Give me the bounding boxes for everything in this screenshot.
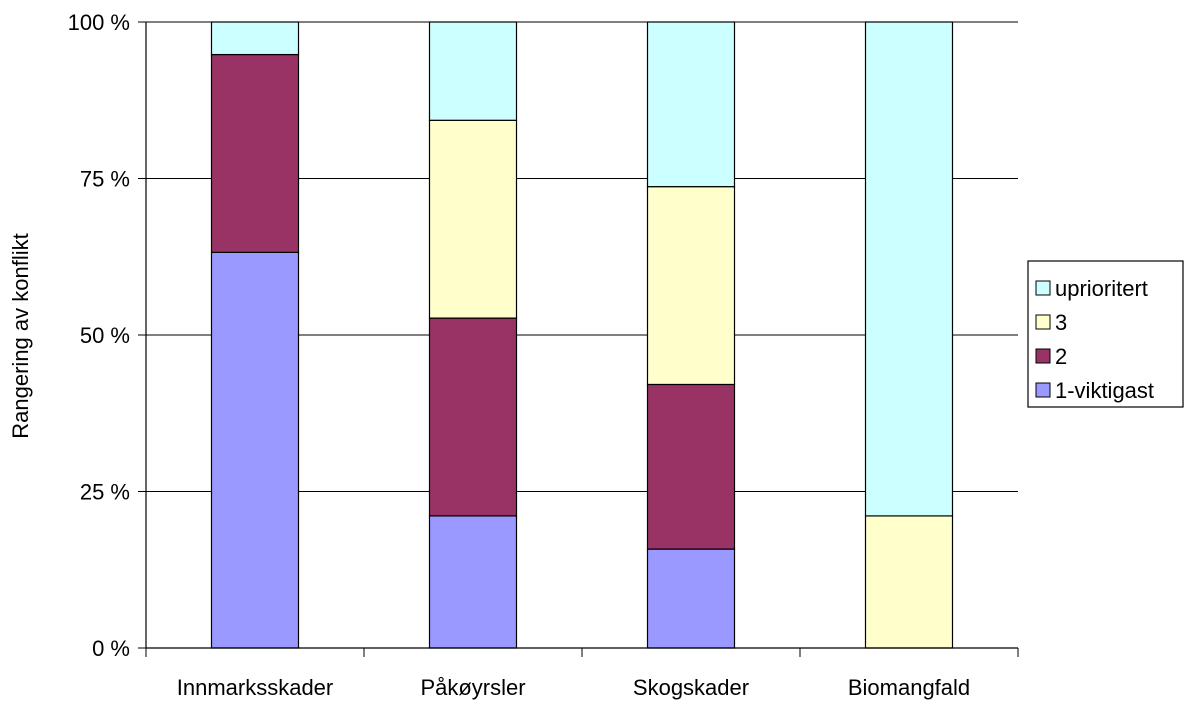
legend-swatch xyxy=(1035,382,1051,398)
bar-segment xyxy=(210,21,300,56)
bar-segment xyxy=(646,383,736,550)
bar-segment xyxy=(210,53,300,253)
y-tick-labels: 0 % 25 % 50 % 75 % 100 % xyxy=(68,10,130,661)
x-tick-label: Skogskader xyxy=(633,675,749,700)
legend-swatch xyxy=(1035,314,1051,330)
legend-swatch xyxy=(1035,280,1051,296)
legend: uprioritert 3 2 1-viktigast xyxy=(1027,260,1184,408)
y-tick-label: 25 % xyxy=(80,480,130,505)
legend-box xyxy=(1027,260,1184,408)
y-tick-label: 0 % xyxy=(92,636,130,661)
x-tick-labels: Innmarksskader Påkøyrsler Skogskader Bioman… xyxy=(177,675,970,700)
axes xyxy=(138,21,1019,657)
legend-label: 2 xyxy=(1055,344,1067,369)
legend-label: uprioritert xyxy=(1055,276,1148,301)
bar-segment xyxy=(864,21,954,517)
legend-swatch xyxy=(1035,348,1051,364)
bar-segment xyxy=(428,317,518,517)
legend-label: 3 xyxy=(1055,310,1067,335)
y-axis-title: Rangering av konflikt xyxy=(8,233,33,438)
bar-segment xyxy=(428,21,518,121)
bar-segment xyxy=(428,515,518,649)
y-tick-label: 100 % xyxy=(68,10,130,35)
bar-segment xyxy=(646,548,736,649)
bars xyxy=(210,21,954,649)
x-tick-label: Biomangfald xyxy=(848,675,970,700)
bar-segment xyxy=(646,186,736,386)
bar-segment xyxy=(428,119,518,319)
x-tick-label: Innmarksskader xyxy=(177,675,334,700)
legend-label: 1-viktigast xyxy=(1055,378,1154,403)
bar-segment xyxy=(210,251,300,649)
y-tick-label: 75 % xyxy=(80,167,130,192)
bar-segment xyxy=(646,21,736,188)
bar-segment xyxy=(864,515,954,649)
x-tick-label: Påkøyrsler xyxy=(420,675,525,700)
y-tick-label: 50 % xyxy=(80,323,130,348)
